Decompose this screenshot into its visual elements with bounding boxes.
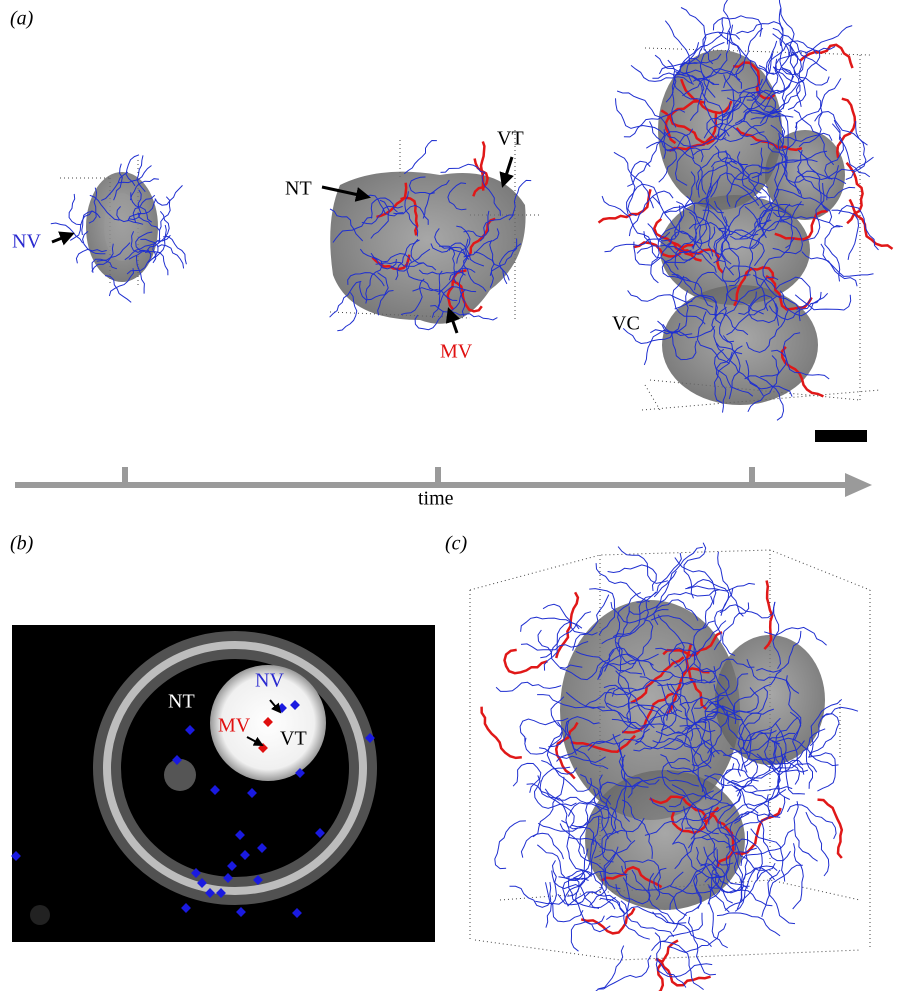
neo-vessel [521,833,563,859]
neo-vessel [163,237,186,265]
neo-vessel [540,767,570,803]
neo-vessel [157,245,183,269]
neo-vessel [779,9,791,74]
axis-label: time [418,488,454,510]
neo-vessel [404,141,437,174]
neo-vessel [794,801,818,861]
neo-vessel [654,547,703,597]
annotation: NV [12,231,41,253]
neo-vessel [846,121,866,180]
neo-vessel [768,870,795,924]
annotation: VT [280,728,307,750]
mother-vessel [599,189,651,222]
panel-label: (c) [445,533,468,555]
neo-vessel [155,185,183,205]
neo-vessel [69,194,81,225]
neo-vessel [537,845,588,881]
neo-vessel [717,913,780,936]
annotation: NV [255,670,284,692]
neo-vessel [806,812,829,876]
neo-vessel [681,8,713,64]
neo-vessel [628,290,693,302]
neo-vessel [832,210,859,260]
annotation: VT [497,128,524,150]
neo-vessel [527,784,575,827]
mother-vessel [505,650,548,673]
annotation: MV [440,341,473,363]
mother-vessel [556,592,578,658]
panel-label: (a) [10,8,34,30]
neo-vessel [793,843,804,909]
neo-vessel [496,682,561,691]
annotation: NT [168,691,195,713]
neo-vessel [535,775,577,808]
neo-vessel [636,553,681,602]
panel-label: (b) [10,533,34,555]
neo-vessel [495,821,526,869]
neo-vessel [598,955,651,989]
neo-vessel [510,882,551,907]
neo-vessel [741,830,794,866]
neo-vessel [587,946,624,991]
figure: (a) NV NT VT MV VC time (b) NT NV MV VT … [0,0,898,991]
annotation: VC [612,313,640,335]
neo-vessel [441,164,486,172]
annotation: NT [285,178,312,200]
page: {"panels": { "a": {"label": "(a)", "anno… [0,0,898,991]
neo-vessel [571,922,610,952]
annotation: MV [218,715,251,737]
neo-vessel [734,796,784,823]
scale-bar [815,430,867,442]
mother-vessel [656,959,711,985]
mother-vessel [482,707,522,758]
mother-vessel [850,199,893,249]
